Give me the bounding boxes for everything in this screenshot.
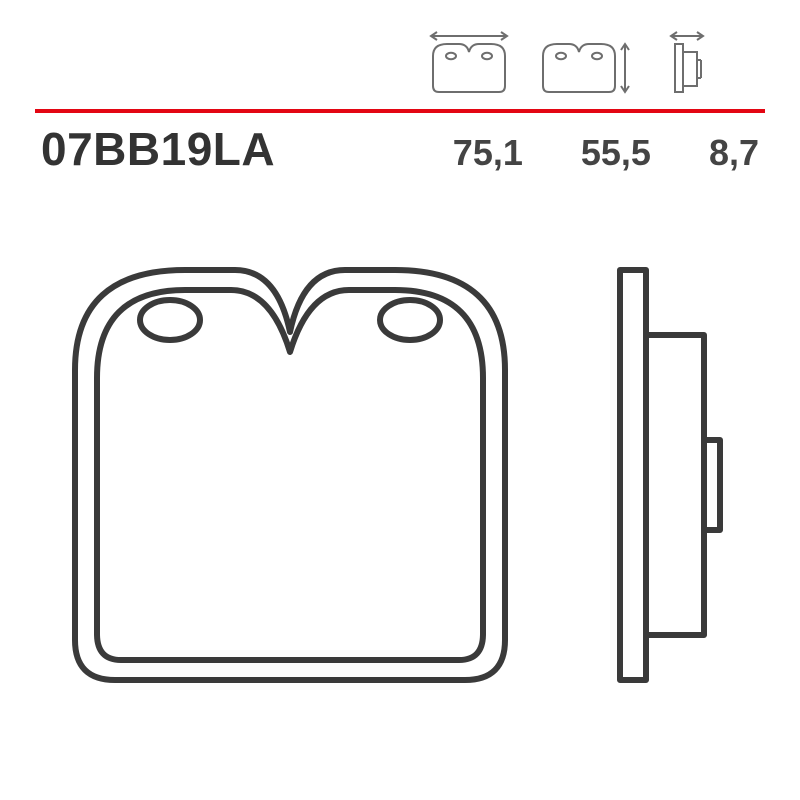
header-divider — [35, 108, 765, 114]
dimensions-row: 75,1 55,5 8,7 — [453, 132, 765, 174]
dim-height: 55,5 — [581, 132, 651, 174]
dimension-icons-row — [425, 30, 723, 96]
header-row: 07BB19LA 75,1 55,5 8,7 — [35, 122, 765, 176]
dim-thickness: 8,7 — [709, 132, 759, 174]
pad-height-icon — [535, 30, 631, 96]
pad-thick-icon — [653, 30, 723, 96]
pad-width-icon — [425, 30, 513, 96]
dim-width: 75,1 — [453, 132, 523, 174]
brake-pad-front-drawing — [45, 240, 535, 695]
part-number: 07BB19LA — [35, 122, 275, 176]
brake-pad-side-drawing — [600, 240, 750, 695]
